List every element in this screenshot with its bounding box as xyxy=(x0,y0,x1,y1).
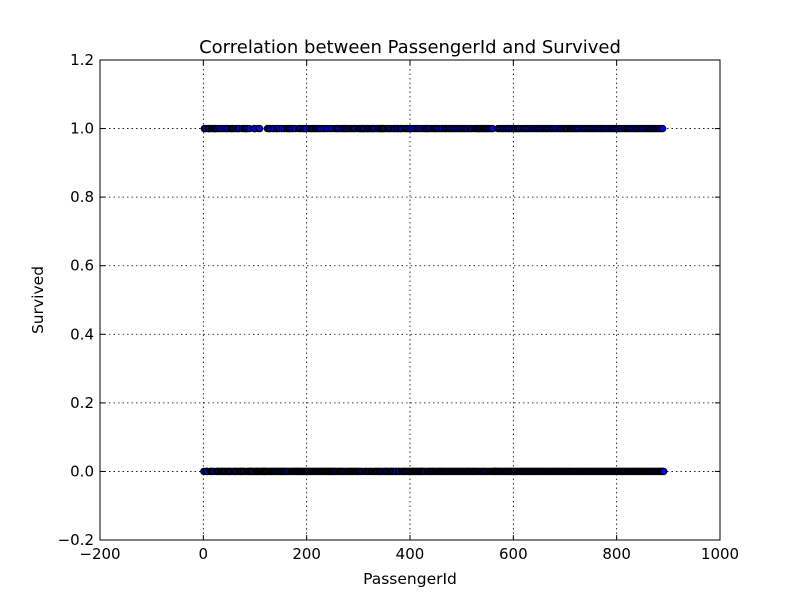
scatter-point xyxy=(255,124,264,133)
x-tick-label: −200 xyxy=(79,545,120,563)
y-tick-label: 0.4 xyxy=(70,325,94,343)
y-tick-label: 1.2 xyxy=(70,51,94,69)
y-tick-label: 0.2 xyxy=(70,394,94,412)
scatter-point xyxy=(659,467,668,476)
x-tick-label: 0 xyxy=(199,545,209,563)
y-tick-label: 0.8 xyxy=(70,188,94,206)
y-tick-label: 0.0 xyxy=(70,462,94,480)
x-tick-label: 600 xyxy=(499,545,528,563)
y-tick-label: −0.2 xyxy=(58,531,94,549)
y-axis-label: Survived xyxy=(29,266,47,334)
x-tick-label: 800 xyxy=(602,545,631,563)
axis-ticks: −200 0 200 400 600 800 1000 −0.2 0.0 0.2 0.4 0.6 0.8… xyxy=(58,51,740,563)
x-tick-label: 1000 xyxy=(701,545,739,563)
data-points xyxy=(200,124,668,476)
y-tick-label: 0.6 xyxy=(70,257,94,275)
chart-title: Correlation between PassengerId and Surv… xyxy=(199,37,621,58)
x-tick-label: 400 xyxy=(396,545,425,563)
y-tick-label: 1.0 xyxy=(70,120,94,138)
x-axis-label: PassengerId xyxy=(363,570,457,588)
x-tick-label: 200 xyxy=(292,545,321,563)
grid-lines xyxy=(100,60,720,540)
scatter-point xyxy=(658,124,667,133)
